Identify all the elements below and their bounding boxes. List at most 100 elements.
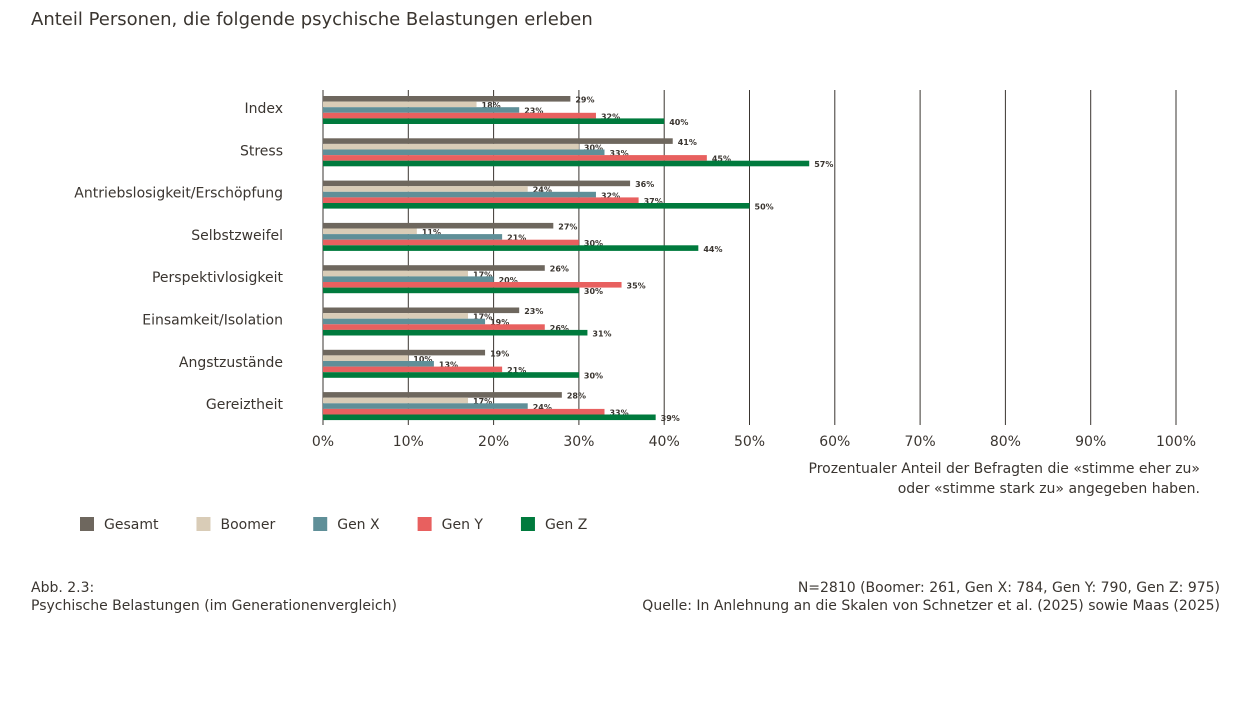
bar bbox=[323, 143, 579, 150]
legend-label: Gen Z bbox=[545, 517, 587, 533]
data-label: 21% bbox=[507, 234, 526, 243]
bar bbox=[323, 329, 588, 336]
bar bbox=[323, 160, 810, 167]
data-label: 50% bbox=[755, 203, 774, 212]
legend-swatch bbox=[196, 517, 211, 531]
data-label: 33% bbox=[609, 408, 628, 417]
data-label: 37% bbox=[644, 197, 663, 206]
legend-swatch bbox=[313, 517, 328, 531]
bar bbox=[323, 270, 469, 277]
category-label: Gereiztheit bbox=[206, 397, 284, 413]
x-axis-label: Prozentualer Anteil der Befragten die «s… bbox=[809, 461, 1201, 477]
bar bbox=[323, 403, 528, 409]
bar bbox=[323, 96, 571, 102]
category-label: Einsamkeit/Isolation bbox=[142, 313, 283, 329]
x-tick-label: 70% bbox=[905, 434, 936, 450]
bar bbox=[323, 203, 750, 209]
bar bbox=[323, 191, 596, 198]
bar bbox=[323, 324, 545, 330]
data-label: 41% bbox=[678, 138, 697, 147]
x-tick-label: 40% bbox=[649, 434, 680, 450]
category-label: Stress bbox=[240, 143, 283, 159]
x-tick-label: 20% bbox=[478, 434, 509, 450]
x-tick-label: 80% bbox=[990, 434, 1021, 450]
data-label: 11% bbox=[422, 228, 441, 237]
data-label: 13% bbox=[439, 361, 458, 370]
category-label: Perspektivlosigkeit bbox=[152, 270, 284, 286]
bar bbox=[323, 112, 596, 119]
caption: Abb. 2.3: bbox=[31, 580, 94, 596]
bar bbox=[323, 197, 639, 203]
bar bbox=[323, 408, 605, 415]
bar bbox=[323, 307, 520, 314]
data-label: 10% bbox=[413, 355, 432, 364]
data-label: 30% bbox=[584, 372, 603, 381]
category-label: Angstzustände bbox=[179, 355, 283, 371]
data-label: 31% bbox=[592, 329, 611, 338]
data-label: 17% bbox=[473, 313, 492, 322]
bar bbox=[323, 265, 545, 271]
x-axis-label: oder «stimme stark zu» angegeben haben. bbox=[898, 481, 1200, 497]
bar bbox=[323, 287, 579, 294]
data-label: 24% bbox=[533, 186, 552, 195]
bar bbox=[323, 138, 673, 144]
caption: Psychische Belastungen (im Generationenv… bbox=[31, 598, 397, 614]
bar bbox=[323, 355, 409, 361]
bar bbox=[323, 245, 699, 251]
legend-swatch bbox=[520, 517, 535, 531]
note: N=2810 (Boomer: 261, Gen X: 784, Gen Y: … bbox=[798, 580, 1220, 596]
data-label: 26% bbox=[550, 265, 569, 274]
data-label: 23% bbox=[524, 307, 543, 316]
bar bbox=[323, 282, 622, 288]
data-label: 30% bbox=[584, 287, 603, 296]
data-label: 45% bbox=[712, 155, 731, 164]
bar bbox=[323, 107, 520, 113]
legend-label: Boomer bbox=[220, 517, 275, 533]
x-tick-label: 90% bbox=[1075, 434, 1106, 450]
x-tick-label: 30% bbox=[563, 434, 594, 450]
bar bbox=[323, 366, 503, 373]
x-tick-label: 50% bbox=[734, 434, 765, 450]
bar bbox=[323, 361, 434, 367]
data-label: 32% bbox=[601, 191, 620, 200]
x-tick-label: 100% bbox=[1156, 434, 1196, 450]
data-label: 20% bbox=[499, 276, 518, 285]
chart-title: Anteil Personen, die folgende psychische… bbox=[31, 9, 593, 30]
x-tick-label: 0% bbox=[312, 434, 334, 450]
data-label: 57% bbox=[814, 160, 833, 169]
bar bbox=[323, 118, 665, 124]
note: Quelle: In Anlehnung an die Skalen von S… bbox=[642, 598, 1220, 614]
data-label: 27% bbox=[558, 222, 577, 231]
legend-label: Gesamt bbox=[104, 517, 159, 533]
bar bbox=[323, 186, 528, 192]
x-tick-label: 10% bbox=[393, 434, 424, 450]
bar bbox=[323, 155, 707, 161]
legend-label: Gen Y bbox=[442, 517, 484, 533]
data-label: 40% bbox=[669, 118, 688, 127]
bar bbox=[323, 234, 503, 240]
bar bbox=[323, 222, 554, 229]
bar bbox=[323, 149, 605, 156]
bar bbox=[323, 313, 469, 319]
data-label: 39% bbox=[661, 414, 680, 423]
data-label: 28% bbox=[567, 392, 586, 401]
data-label: 24% bbox=[533, 403, 552, 412]
legend-swatch bbox=[417, 517, 432, 531]
data-label: 17% bbox=[473, 270, 492, 279]
category-label: Antriebslosigkeit/Erschöpfung bbox=[74, 186, 283, 202]
bar bbox=[323, 349, 486, 356]
x-tick-label: 60% bbox=[819, 434, 850, 450]
data-label: 44% bbox=[703, 245, 722, 254]
bar bbox=[323, 228, 417, 235]
data-label: 30% bbox=[584, 143, 603, 152]
bar bbox=[323, 397, 469, 404]
data-label: 29% bbox=[575, 96, 594, 105]
data-label: 18% bbox=[482, 101, 501, 110]
data-label: 26% bbox=[550, 324, 569, 333]
data-label: 32% bbox=[601, 112, 620, 121]
data-label: 19% bbox=[490, 349, 509, 358]
data-label: 33% bbox=[609, 149, 628, 158]
bar bbox=[323, 180, 631, 187]
data-label: 17% bbox=[473, 397, 492, 406]
bar bbox=[323, 414, 656, 421]
